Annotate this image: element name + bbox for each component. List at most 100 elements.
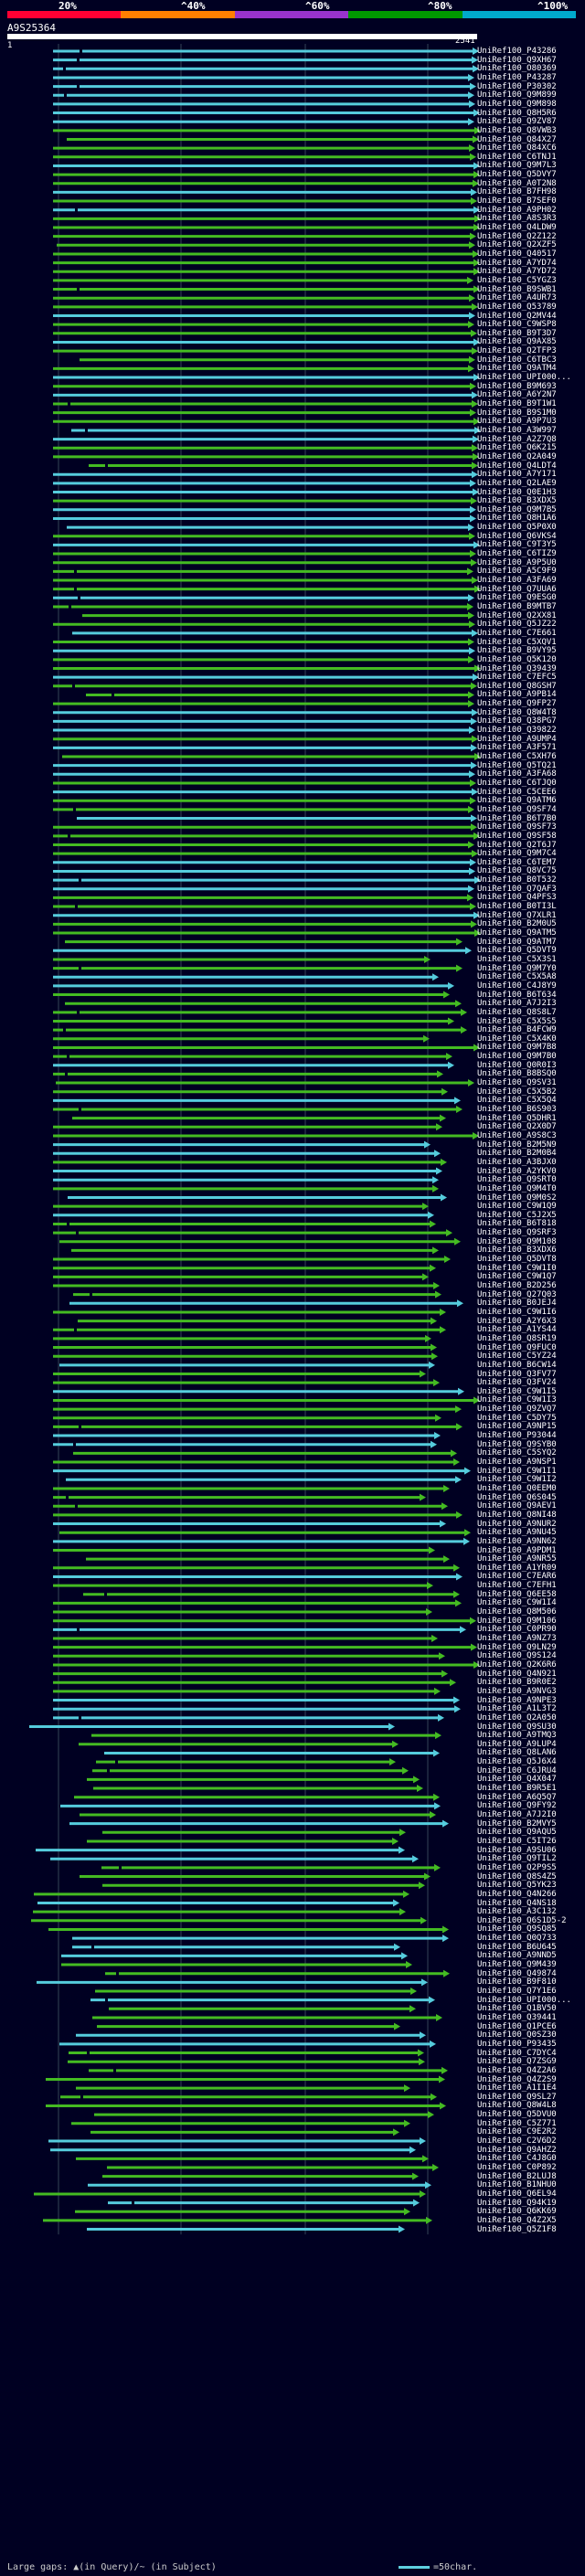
hit-label[interactable]: UniRef100_B9S1M0 — [477, 408, 557, 418]
hit-label[interactable]: UniRef100_Q9FUC0 — [477, 1342, 557, 1352]
hit-label[interactable]: UniRef100_Q9ZVQ7 — [477, 1405, 557, 1415]
hit-label[interactable]: UniRef100_B9VY95 — [477, 646, 557, 656]
hit-label[interactable]: UniRef100_Q9M7B0 — [477, 1052, 557, 1062]
hit-label[interactable]: UniRef100_Q8W4T8 — [477, 707, 557, 717]
hit-label[interactable]: UniRef100_A9S8C3 — [477, 1130, 557, 1140]
hit-label[interactable]: UniRef100_C9W1I0 — [477, 1263, 557, 1273]
hit-label[interactable]: UniRef100_A3BJX0 — [477, 1157, 557, 1167]
hit-label[interactable]: UniRef100_Q9AQU5 — [477, 1828, 557, 1838]
hit-label[interactable]: UniRef100_Q4LDW9 — [477, 223, 557, 232]
hit-label[interactable]: UniRef100_A9TMQ3 — [477, 1731, 557, 1741]
hit-label[interactable]: UniRef100_Q0EEM0 — [477, 1483, 557, 1493]
hit-label[interactable]: UniRef100_B9R5E1 — [477, 1784, 557, 1794]
hit-label[interactable]: UniRef100_Q84XC6 — [477, 143, 557, 154]
hit-label[interactable]: UniRef100_C0P892 — [477, 2163, 557, 2172]
hit-label[interactable]: UniRef100_P93044 — [477, 1431, 557, 1441]
hit-label[interactable]: UniRef100_Q38PG7 — [477, 716, 557, 726]
hit-label[interactable]: UniRef100_Q5DVT9 — [477, 946, 557, 956]
hit-label[interactable]: UniRef100_Q7ZSG9 — [477, 2057, 557, 2067]
hit-label[interactable]: UniRef100_O80369 — [477, 64, 557, 74]
hit-label[interactable]: UniRef100_Q9FP27 — [477, 699, 557, 709]
hit-label[interactable]: UniRef100_Q8NI48 — [477, 1510, 557, 1520]
hit-label[interactable]: UniRef100_A3FA68 — [477, 769, 557, 779]
hit-label[interactable]: UniRef100_Q2XX81 — [477, 610, 557, 620]
hit-label[interactable]: UniRef100_Q9AX85 — [477, 337, 557, 347]
hit-label[interactable]: UniRef100_Q84X27 — [477, 134, 557, 144]
hit-label[interactable]: UniRef100_A4UR73 — [477, 293, 557, 303]
hit-label[interactable]: UniRef100_Q49874 — [477, 1968, 557, 1978]
hit-label[interactable]: UniRef100_A2Y6X3 — [477, 1316, 557, 1326]
hit-label[interactable]: UniRef100_Q9SRT0 — [477, 1175, 557, 1185]
hit-label[interactable]: UniRef100_Q4N921 — [477, 1669, 557, 1679]
hit-label[interactable]: UniRef100_B7FH98 — [477, 187, 557, 197]
hit-label[interactable]: UniRef100_C6TBC3 — [477, 355, 557, 365]
hit-label[interactable]: UniRef100_C2V6D2 — [477, 2136, 557, 2147]
hit-label[interactable]: UniRef100_Q1BV50 — [477, 2004, 557, 2014]
hit-label[interactable]: UniRef100_Q4N266 — [477, 1889, 557, 1899]
hit-label[interactable]: UniRef100_A9NP15 — [477, 1422, 557, 1432]
hit-label[interactable]: UniRef100_Q6EE58 — [477, 1589, 557, 1599]
hit-label[interactable]: UniRef100_P43286 — [477, 47, 557, 56]
hit-label[interactable]: UniRef100_A7J2I0 — [477, 1810, 557, 1819]
hit-label[interactable]: UniRef100_A9NSP1 — [477, 1458, 557, 1467]
hit-label[interactable]: UniRef100_B9T1W1 — [477, 399, 557, 408]
hit-label[interactable]: UniRef100_C5X5Q4 — [477, 1096, 557, 1106]
hit-label[interactable]: UniRef100_Q6K215 — [477, 443, 557, 453]
hit-label[interactable]: UniRef100_B2M5N9 — [477, 1140, 557, 1150]
hit-label[interactable]: UniRef100_Q5J6X4 — [477, 1757, 557, 1767]
hit-label[interactable]: UniRef100_C9W1Q7 — [477, 1272, 557, 1282]
hit-label[interactable]: UniRef100_C9T3Y5 — [477, 540, 557, 550]
hit-label[interactable]: UniRef100_Q2Z122 — [477, 231, 557, 241]
hit-label[interactable]: UniRef100_Q5DVT8 — [477, 1255, 557, 1265]
hit-label[interactable]: UniRef100_B9MTB7 — [477, 601, 557, 611]
hit-label[interactable]: UniRef100_Q5DVY7 — [477, 170, 557, 180]
hit-label[interactable]: UniRef100_UPI000... — [477, 373, 571, 383]
hit-label[interactable]: UniRef100_Q39439 — [477, 663, 557, 673]
hit-label[interactable]: UniRef100_B2D256 — [477, 1281, 557, 1290]
hit-label[interactable]: UniRef100_Q4Z2A6 — [477, 2065, 557, 2075]
hit-label[interactable]: UniRef100_Q5Z1F8 — [477, 2224, 557, 2234]
hit-label[interactable]: UniRef100_Q9M7B5 — [477, 504, 557, 514]
hit-label[interactable]: UniRef100_C5X4K0 — [477, 1034, 557, 1044]
hit-label[interactable]: UniRef100_Q2MV44 — [477, 311, 557, 321]
hit-label[interactable]: UniRef100_C5X3S1 — [477, 954, 557, 964]
hit-label[interactable]: UniRef100_C6TNJ1 — [477, 152, 557, 162]
hit-label[interactable]: UniRef100_Q9SQ85 — [477, 1924, 557, 1935]
hit-label[interactable]: UniRef100_C5CEE6 — [477, 787, 557, 797]
hit-label[interactable]: UniRef100_C5YGZ3 — [477, 275, 557, 285]
hit-label[interactable]: UniRef100_C5IT26 — [477, 1836, 557, 1846]
hit-label[interactable]: UniRef100_C7DYC4 — [477, 2048, 557, 2058]
hit-label[interactable]: UniRef100_Q9ATM7 — [477, 937, 557, 947]
hit-label[interactable]: UniRef100_C9W1I5 — [477, 1386, 557, 1396]
hit-label[interactable]: UniRef100_A1I1E4 — [477, 2083, 557, 2094]
hit-label[interactable]: UniRef100_Q4LDT4 — [477, 461, 557, 471]
hit-label[interactable]: UniRef100_B9M693 — [477, 381, 557, 391]
hit-label[interactable]: UniRef100_B3XDX6 — [477, 1246, 557, 1256]
hit-label[interactable]: UniRef100_Q2A050 — [477, 1712, 557, 1723]
hit-label[interactable]: UniRef100_Q2TFP3 — [477, 346, 557, 356]
hit-label[interactable]: UniRef100_A9LUP4 — [477, 1739, 557, 1749]
hit-label[interactable]: UniRef100_C9W1I6 — [477, 1307, 557, 1317]
hit-label[interactable]: UniRef100_Q2XZF5 — [477, 240, 557, 250]
hit-label[interactable]: UniRef100_Q9TIL2 — [477, 1854, 557, 1864]
hit-label[interactable]: UniRef100_Q8W4L8 — [477, 2101, 557, 2111]
hit-label[interactable]: UniRef100_C9W1Q9 — [477, 1202, 557, 1212]
hit-label[interactable]: UniRef100_A3F571 — [477, 743, 557, 753]
hit-label[interactable]: UniRef100_B4FCW9 — [477, 1025, 557, 1035]
hit-label[interactable]: UniRef100_Q53789 — [477, 302, 557, 312]
hit-label[interactable]: UniRef100_Q7XLR1 — [477, 910, 557, 920]
hit-label[interactable]: UniRef100_A5C9F9 — [477, 567, 557, 577]
hit-label[interactable]: UniRef100_Q8S8L7 — [477, 1007, 557, 1017]
hit-label[interactable]: UniRef100_C6TEM7 — [477, 857, 557, 867]
hit-label[interactable]: UniRef100_Q9M7L3 — [477, 161, 557, 171]
hit-label[interactable]: UniRef100_Q0E1H3 — [477, 487, 557, 497]
hit-label[interactable]: UniRef100_A9PDM1 — [477, 1545, 557, 1555]
hit-label[interactable]: UniRef100_Q9ESG0 — [477, 593, 557, 603]
hit-label[interactable]: UniRef100_Q5P0X0 — [477, 523, 557, 533]
hit-label[interactable]: UniRef100_Q40517 — [477, 249, 557, 259]
hit-label[interactable]: UniRef100_C5XQV1 — [477, 637, 557, 647]
hit-label[interactable]: UniRef100_B6S903 — [477, 1105, 557, 1114]
hit-label[interactable]: UniRef100_B1NHU0 — [477, 2180, 557, 2190]
hit-label[interactable]: UniRef100_Q5YK23 — [477, 1881, 557, 1891]
hit-label[interactable]: UniRef100_Q9M7C4 — [477, 849, 557, 859]
